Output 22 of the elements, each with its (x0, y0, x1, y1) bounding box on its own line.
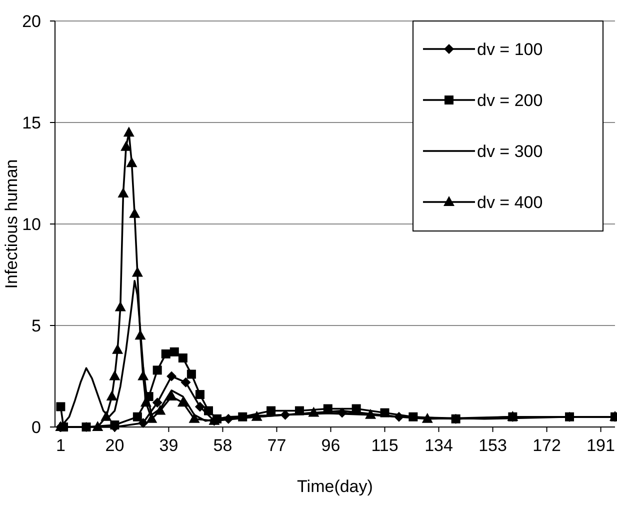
x-tick-label: 77 (267, 436, 286, 455)
x-tick-label: 172 (532, 436, 561, 455)
y-tick-label: 5 (32, 316, 41, 336)
x-tick-label: 1 (56, 436, 66, 455)
y-tick-label: 10 (22, 214, 41, 234)
legend-label: dv = 400 (477, 192, 543, 212)
y-tick-label: 0 (32, 418, 41, 437)
legend-label: dv = 300 (477, 142, 543, 161)
x-tick-label: 134 (424, 436, 453, 455)
legend-label: dv = 100 (477, 40, 543, 59)
x-tick-label: 153 (478, 436, 507, 455)
x-tick-label: 191 (586, 436, 615, 455)
x-axis-title: Time(day) (297, 477, 373, 496)
x-tick-label: 39 (159, 436, 178, 455)
y-tick-label: 20 (22, 12, 41, 31)
legend-label: dv = 200 (477, 90, 543, 110)
x-tick-label: 96 (321, 436, 340, 455)
x-tick-label: 58 (213, 436, 232, 455)
x-tick-label: 20 (105, 436, 124, 455)
x-tick-label: 115 (371, 436, 398, 455)
y-axis-title: Infectious human (2, 159, 21, 289)
y-tick-label: 15 (22, 113, 41, 132)
